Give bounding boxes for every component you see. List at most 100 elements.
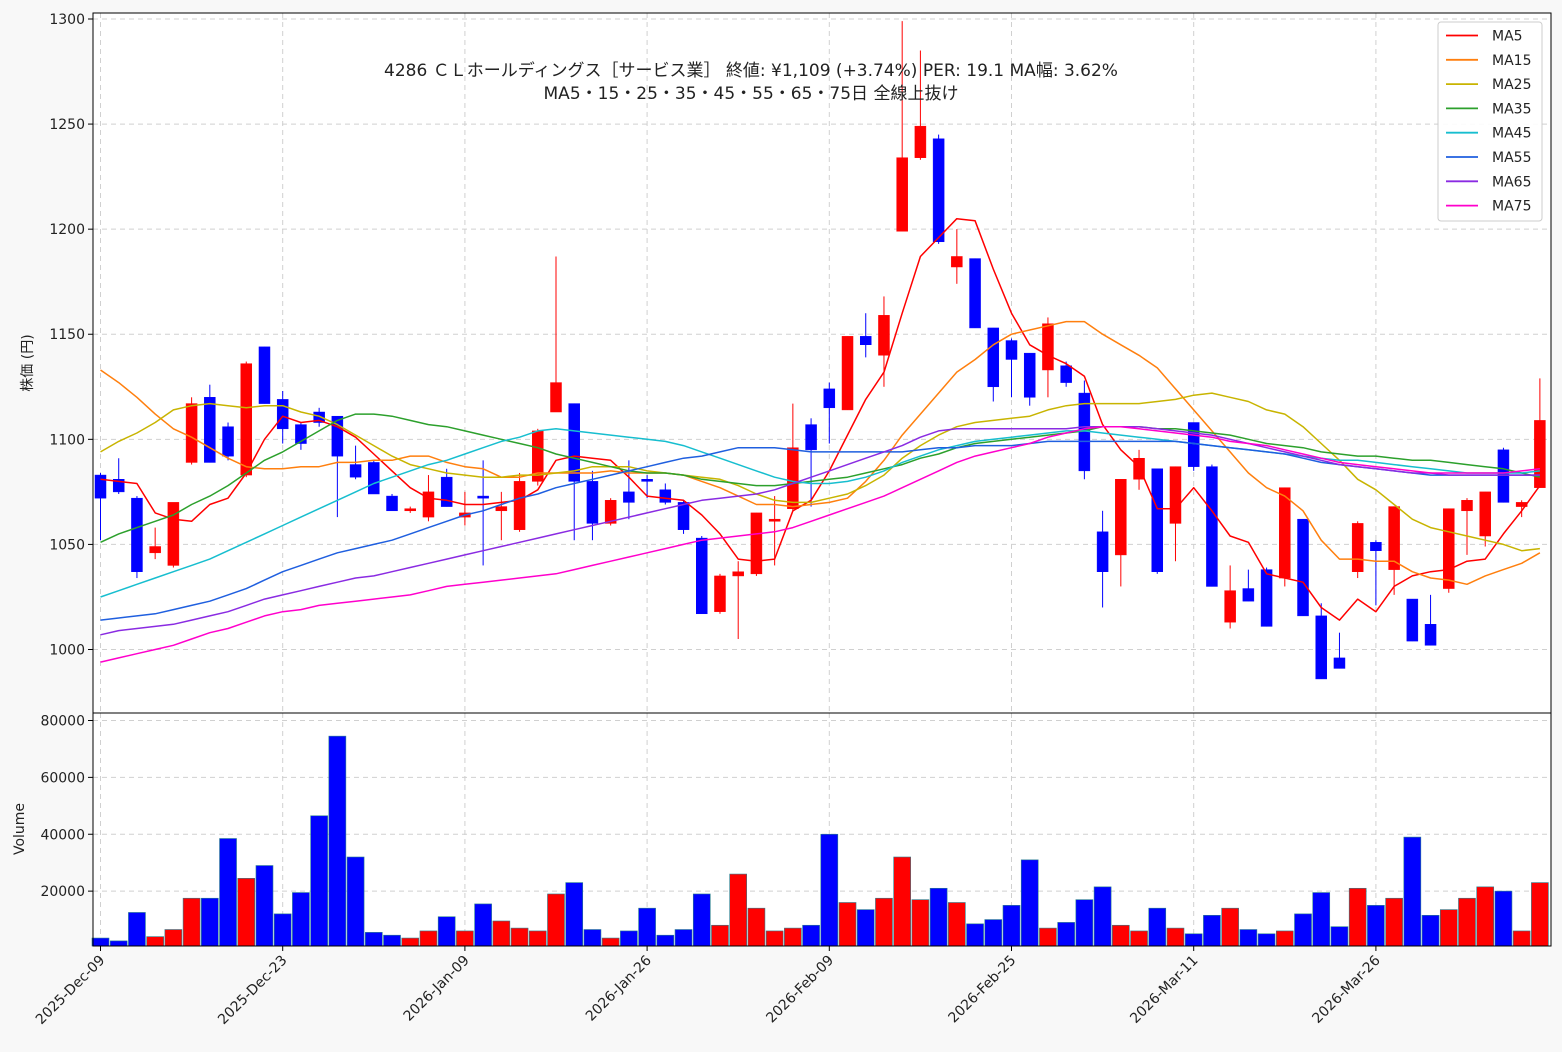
- volume-bar: [1312, 892, 1331, 947]
- volume-bar: [547, 893, 565, 947]
- ma-line-ma25: [100, 392, 1540, 552]
- volume-bar: [984, 919, 1003, 947]
- volume-bar: [674, 929, 693, 947]
- volume-bar: [1531, 882, 1549, 947]
- candle-body: [659, 489, 672, 503]
- volume-bar: [966, 923, 984, 947]
- candle-body: [477, 495, 489, 499]
- volume-bar: [1276, 930, 1294, 947]
- volume-bar: [310, 815, 328, 947]
- volume-bar: [164, 929, 183, 947]
- candle-body: [750, 512, 763, 575]
- candle-body: [914, 125, 927, 158]
- volume-bar: [1294, 913, 1312, 947]
- candle-body: [258, 346, 271, 404]
- volume-bar: [528, 930, 547, 947]
- volume-bar: [1002, 905, 1021, 947]
- candle-body: [1151, 468, 1164, 572]
- volume-y-ticks: 20000 40000 60000 80000: [40, 714, 93, 900]
- volume-bar: [1512, 930, 1531, 947]
- candle-body: [1133, 457, 1145, 480]
- volume-bar: [201, 897, 219, 947]
- candle-body: [1096, 531, 1109, 572]
- legend-label: MA55: [1492, 150, 1531, 166]
- candle-body: [896, 157, 908, 232]
- volume-bar: [711, 924, 729, 947]
- candle-body: [94, 474, 107, 499]
- candle-body: [1424, 624, 1437, 646]
- candle-body: [1497, 449, 1510, 503]
- candle-body: [240, 363, 253, 476]
- volume-bar: [1184, 933, 1203, 947]
- candle-body: [422, 491, 435, 518]
- candle-body: [932, 138, 945, 243]
- candle-body: [204, 397, 216, 463]
- candle-body: [131, 497, 143, 572]
- candle-body: [805, 424, 817, 451]
- volume-bar: [856, 909, 875, 947]
- candle-body: [1279, 487, 1291, 579]
- candle-body: [696, 537, 708, 615]
- price-tick-label: 1150: [49, 327, 85, 343]
- candle-body: [167, 502, 180, 566]
- volume-bar: [219, 838, 237, 947]
- candle-body: [677, 502, 690, 530]
- candle-body: [841, 336, 854, 411]
- volume-bar: [1166, 927, 1185, 947]
- price-tick-label: 1100: [49, 432, 85, 448]
- volume-bar: [747, 907, 766, 947]
- volume-bar: [1148, 907, 1167, 947]
- candle-body: [1406, 598, 1419, 642]
- candle-body: [276, 399, 289, 430]
- candle-body: [1206, 466, 1218, 587]
- volume-bar: [419, 930, 438, 947]
- ma-line-ma75: [100, 425, 1540, 663]
- candle-body: [768, 518, 781, 522]
- volume-bar: [565, 882, 584, 947]
- volume-bar: [1057, 922, 1075, 947]
- legend-label: MA65: [1492, 174, 1531, 190]
- volume-bar: [875, 897, 893, 947]
- candle-body: [568, 403, 580, 482]
- volume-bar: [1421, 914, 1440, 947]
- ma-line-ma15: [100, 320, 1541, 586]
- ma-line-ma5: [100, 217, 1541, 621]
- volume-bar: [128, 912, 146, 947]
- candle-body: [313, 411, 325, 423]
- volume-tick-label: 80000: [40, 714, 85, 730]
- volume-bar: [364, 932, 383, 947]
- volume-panel-frame: [92, 712, 1552, 947]
- volume-bar: [474, 903, 492, 947]
- volume-bar: [656, 934, 675, 947]
- candle-body: [1260, 569, 1273, 627]
- volume-bar: [1330, 926, 1349, 947]
- volume-bar: [620, 930, 638, 947]
- candle-body: [386, 495, 398, 512]
- volume-bar: [1494, 890, 1513, 947]
- candle-body: [550, 382, 562, 413]
- candle-body: [787, 447, 799, 509]
- volume-bar: [1458, 897, 1476, 947]
- volume-bar: [346, 856, 365, 947]
- volume-bar: [1112, 924, 1130, 947]
- volume-bar: [1257, 933, 1276, 947]
- volume-bar: [1348, 887, 1367, 947]
- candle-body: [1297, 518, 1309, 617]
- volume-bar: [948, 902, 966, 947]
- volume-bar: [255, 865, 274, 947]
- volume-tick-label: 60000: [40, 770, 85, 786]
- ma-line-ma35: [100, 413, 1541, 543]
- candle-body: [349, 464, 362, 478]
- candle-body: [987, 327, 1000, 388]
- candle-body: [222, 426, 234, 457]
- volume-bar: [1039, 927, 1057, 947]
- volume-bar: [802, 924, 820, 947]
- volume-bar: [1367, 905, 1385, 947]
- candle-body: [951, 256, 963, 268]
- volume-bar: [820, 833, 839, 947]
- legend-label: MA75: [1492, 199, 1531, 215]
- volume-bar: [729, 873, 748, 947]
- volume-bar: [765, 930, 784, 947]
- volume-bar: [911, 899, 930, 947]
